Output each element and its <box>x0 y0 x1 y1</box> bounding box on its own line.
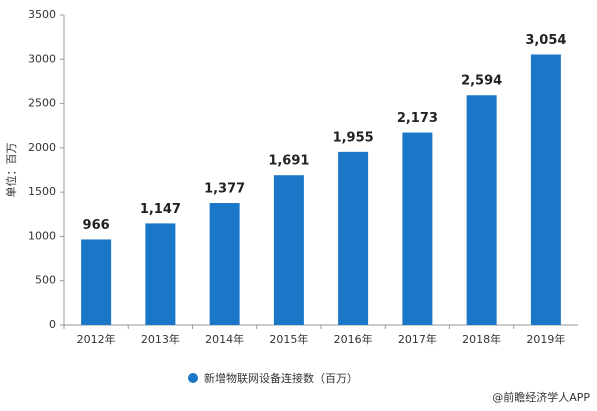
y-tick-label: 2500 <box>28 97 56 110</box>
value-label: 1,147 <box>140 202 181 217</box>
source: @前瞻经济学人APP <box>492 390 590 404</box>
x-tick-label: 2019年 <box>526 332 565 346</box>
value-label: 1,691 <box>268 154 309 169</box>
legend-label: 新增物联网设备连接数（百万） <box>204 371 358 385</box>
y-tick-label: 500 <box>35 274 56 287</box>
bar <box>338 151 369 325</box>
value-label: 966 <box>83 218 110 233</box>
x-tick-label: 2014年 <box>205 332 244 346</box>
y-axis-label: 单位：百万 <box>4 143 18 198</box>
legend-marker <box>188 373 198 383</box>
value-label: 3,054 <box>525 33 566 48</box>
bar <box>209 203 240 325</box>
x-tick-label: 2018年 <box>462 332 501 346</box>
bar <box>145 223 176 325</box>
x-tick-label: 2015年 <box>269 332 308 346</box>
bar <box>81 239 112 325</box>
y-tick-label: 3500 <box>28 8 56 21</box>
bar <box>402 132 433 325</box>
value-label: 1,955 <box>333 130 374 145</box>
y-tick-label: 3000 <box>28 52 56 65</box>
x-tick-label: 2017年 <box>398 332 437 346</box>
x-tick-label: 2016年 <box>334 332 373 346</box>
bar <box>466 95 497 325</box>
x-tick-label: 2013年 <box>141 332 180 346</box>
value-label: 1,377 <box>204 182 245 197</box>
value-label: 2,594 <box>461 74 502 89</box>
y-tick-label: 0 <box>49 318 56 331</box>
bar <box>530 54 561 325</box>
bar <box>273 175 304 325</box>
y-tick-label: 2000 <box>28 141 56 154</box>
x-tick-label: 2012年 <box>77 332 116 346</box>
value-label: 2,173 <box>397 111 438 126</box>
y-tick-label: 1500 <box>28 185 56 198</box>
y-tick-label: 1000 <box>28 229 56 242</box>
